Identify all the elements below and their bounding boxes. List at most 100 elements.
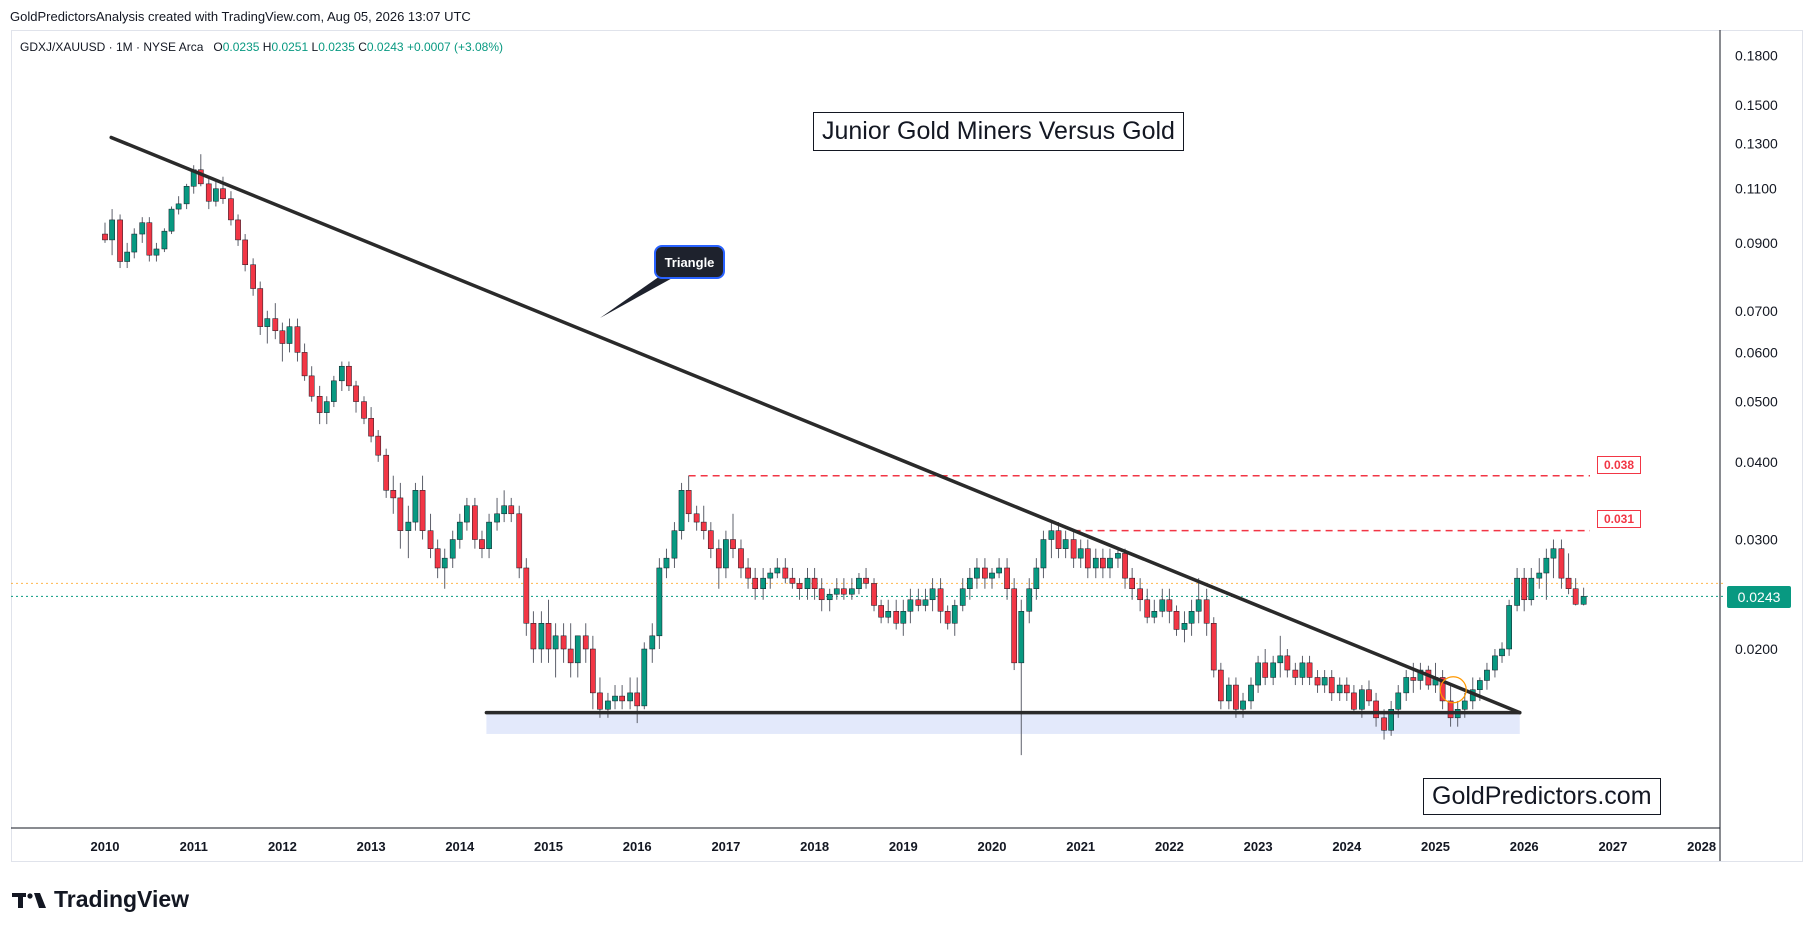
- candle: [1166, 588, 1173, 624]
- x-tick-label: 2018: [800, 839, 829, 854]
- candle: [383, 448, 390, 498]
- tradingview-logo[interactable]: TradingView: [12, 886, 189, 913]
- x-tick-label: 2010: [91, 839, 120, 854]
- candle: [871, 578, 877, 612]
- candle: [1528, 567, 1535, 606]
- candle-body: [885, 611, 892, 618]
- candle-body: [472, 505, 478, 540]
- candle-body: [530, 623, 537, 650]
- candle-body: [228, 198, 234, 221]
- brand-watermark[interactable]: GoldPredictors.com: [1423, 778, 1661, 815]
- candle: [153, 242, 160, 262]
- candle: [649, 623, 656, 663]
- candle: [796, 578, 803, 600]
- candle-body: [1477, 680, 1483, 690]
- breakout-circle: [1439, 676, 1467, 704]
- candle: [479, 530, 485, 559]
- candle-body: [1321, 677, 1328, 686]
- low-value: 0.0235: [318, 40, 355, 54]
- candle: [929, 578, 936, 612]
- open-label: O: [213, 40, 223, 54]
- candle-body: [213, 188, 219, 202]
- candle: [863, 567, 869, 589]
- candle-body: [516, 513, 523, 569]
- candle: [893, 599, 900, 630]
- candle: [338, 361, 345, 392]
- candle: [175, 196, 182, 215]
- candle-body: [627, 692, 633, 702]
- candle-body: [871, 583, 877, 606]
- candle: [1151, 599, 1158, 624]
- tradingview-logo-text: TradingView: [54, 886, 190, 912]
- candle-body: [419, 490, 426, 531]
- candle-body: [915, 599, 922, 606]
- candle-body: [1284, 655, 1291, 671]
- x-tick-label: 2016: [623, 839, 652, 854]
- candle-body: [1225, 684, 1232, 702]
- candle: [1366, 680, 1372, 706]
- candle-body: [818, 588, 825, 601]
- candle-body: [1188, 611, 1195, 624]
- candle-body: [634, 692, 641, 707]
- candle-body: [353, 385, 359, 402]
- candle: [1173, 605, 1180, 636]
- candle-body: [486, 521, 492, 549]
- candle-body: [1129, 577, 1135, 590]
- candle-body: [1270, 662, 1277, 678]
- candle: [590, 635, 596, 710]
- candle-body: [612, 695, 618, 702]
- y-tick-label: 0.1100: [1735, 181, 1777, 197]
- candle-body: [826, 593, 833, 601]
- candle: [1033, 558, 1040, 600]
- high-label: H: [262, 40, 272, 54]
- candle: [656, 558, 663, 649]
- candle-body: [1366, 689, 1372, 702]
- candle: [257, 281, 264, 335]
- candle: [619, 685, 625, 710]
- candle-body: [1107, 557, 1113, 569]
- candle: [752, 567, 759, 600]
- candle: [1277, 635, 1284, 678]
- candle-body: [745, 567, 751, 579]
- candle-body: [841, 588, 847, 595]
- candle: [508, 497, 515, 523]
- candle: [102, 222, 108, 243]
- candle-body: [1343, 684, 1350, 694]
- candle-body: [449, 539, 456, 559]
- candle: [1144, 588, 1151, 624]
- candle-body: [1055, 530, 1062, 549]
- candle-body: [1447, 700, 1454, 719]
- candle-body: [833, 588, 840, 595]
- candle: [486, 513, 492, 559]
- candle: [641, 642, 648, 710]
- candle-body: [1292, 669, 1299, 678]
- candle-body: [412, 490, 419, 523]
- candle: [634, 677, 641, 724]
- candle-body: [308, 375, 315, 397]
- candle: [1137, 578, 1143, 612]
- candle: [1270, 655, 1277, 686]
- chart-frame[interactable]: [11, 30, 1803, 862]
- triangle-callout[interactable]: Triangle: [654, 245, 725, 279]
- x-tick-label: 2022: [1155, 839, 1184, 854]
- candle-body: [752, 577, 759, 590]
- candle-body: [922, 599, 929, 606]
- candle: [250, 258, 256, 296]
- candle-body: [1166, 599, 1173, 612]
- candle-body: [849, 588, 855, 595]
- candle-body: [1115, 553, 1121, 559]
- candle-body: [789, 577, 796, 584]
- open-value: 0.0235: [222, 40, 260, 54]
- candle: [833, 578, 840, 600]
- candle: [228, 191, 234, 226]
- candle-body: [545, 623, 552, 650]
- x-tick-label: 2024: [1332, 839, 1362, 854]
- candle-body: [1543, 557, 1550, 574]
- chart-title[interactable]: Junior Gold Miners Versus Gold: [813, 112, 1184, 151]
- candle: [915, 588, 922, 612]
- candle: [501, 490, 507, 523]
- x-tick-label: 2013: [357, 839, 386, 854]
- candle-body: [959, 588, 966, 606]
- candle-body: [338, 365, 345, 382]
